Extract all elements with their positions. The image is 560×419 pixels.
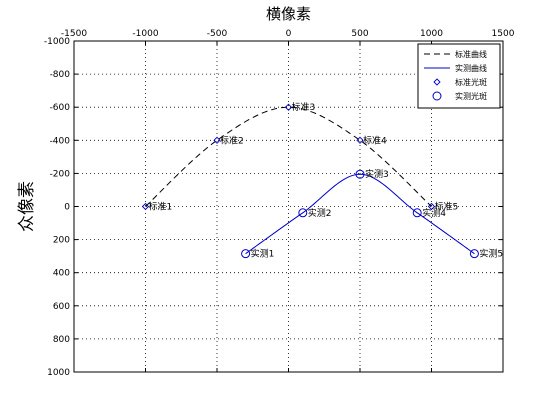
measured-point-marker: [469, 249, 479, 259]
legend-entry-label: 标准曲线: [455, 49, 487, 59]
standard-point-marker: [141, 202, 150, 211]
standard-point-marker: [427, 202, 436, 211]
y-tick-label: 800: [53, 335, 70, 345]
point-labels: 标准1 标准2 标准3 标准4 标准5 实测1 实测2 实测3 实测4 实测5: [149, 101, 504, 259]
standard-point-label: 标准1: [149, 201, 173, 213]
y-tick-label: 200: [53, 236, 70, 246]
x-tick-label: 1500: [492, 29, 515, 39]
y-tick-label: -400: [50, 136, 71, 146]
standard-point-label: 标准4: [363, 134, 387, 146]
x-tick-label: -1500: [61, 29, 87, 39]
plot-frame: [73, 40, 504, 373]
y-tick-label: -200: [50, 169, 71, 179]
legend-entry-label: 标准光斑: [455, 77, 487, 87]
y-axis-label: 众像素: [17, 181, 37, 232]
measured-point-marker: [412, 208, 422, 218]
x-tick-label: 500: [351, 29, 368, 39]
standard-point-marker: [356, 136, 364, 144]
legend-diamond-swatch: [433, 78, 441, 86]
measured-point-label: 实测2: [308, 207, 332, 219]
standard-point-label: 标准5: [435, 201, 459, 213]
legend-entry-label: 实测曲线: [455, 63, 487, 73]
y-tick-label: 1000: [47, 368, 70, 378]
legend-box: [417, 43, 501, 109]
series-layer: [141, 103, 479, 259]
standard-point-label: 标准3: [292, 101, 316, 113]
measured-point-marker: [298, 208, 308, 218]
measured-point-label: 实测4: [422, 207, 446, 219]
measured-point-marker: [241, 249, 251, 259]
y-tick-label: 400: [53, 269, 70, 279]
standard-point-marker: [213, 136, 221, 144]
y-tick-label: -1000: [44, 37, 70, 47]
x-tick-label: 0: [286, 29, 292, 39]
chart-title: 横像素: [266, 5, 311, 23]
measured-point-label: 实测5: [479, 248, 503, 260]
y-tick-label: -600: [50, 103, 71, 113]
series-line-standard: [145, 106, 432, 207]
y-tick-label: 0: [64, 203, 70, 213]
y-tick-label: 600: [53, 302, 70, 312]
series-line-measured: [245, 173, 475, 255]
standard-point-marker: [284, 103, 293, 111]
legend-entry-label: 实测光斑: [455, 91, 487, 101]
standard-point-label: 标准2: [220, 134, 244, 146]
x-tick-label: -1000: [132, 29, 158, 39]
measured-point-label: 实测1: [251, 248, 275, 260]
x-tick-label: 1000: [420, 29, 443, 39]
legend-circle-swatch: [432, 91, 442, 101]
x-tick-label: -500: [207, 29, 228, 39]
measured-point-marker: [355, 169, 365, 179]
y-tick-label: -800: [50, 70, 71, 80]
measured-point-label: 实测3: [365, 168, 389, 180]
